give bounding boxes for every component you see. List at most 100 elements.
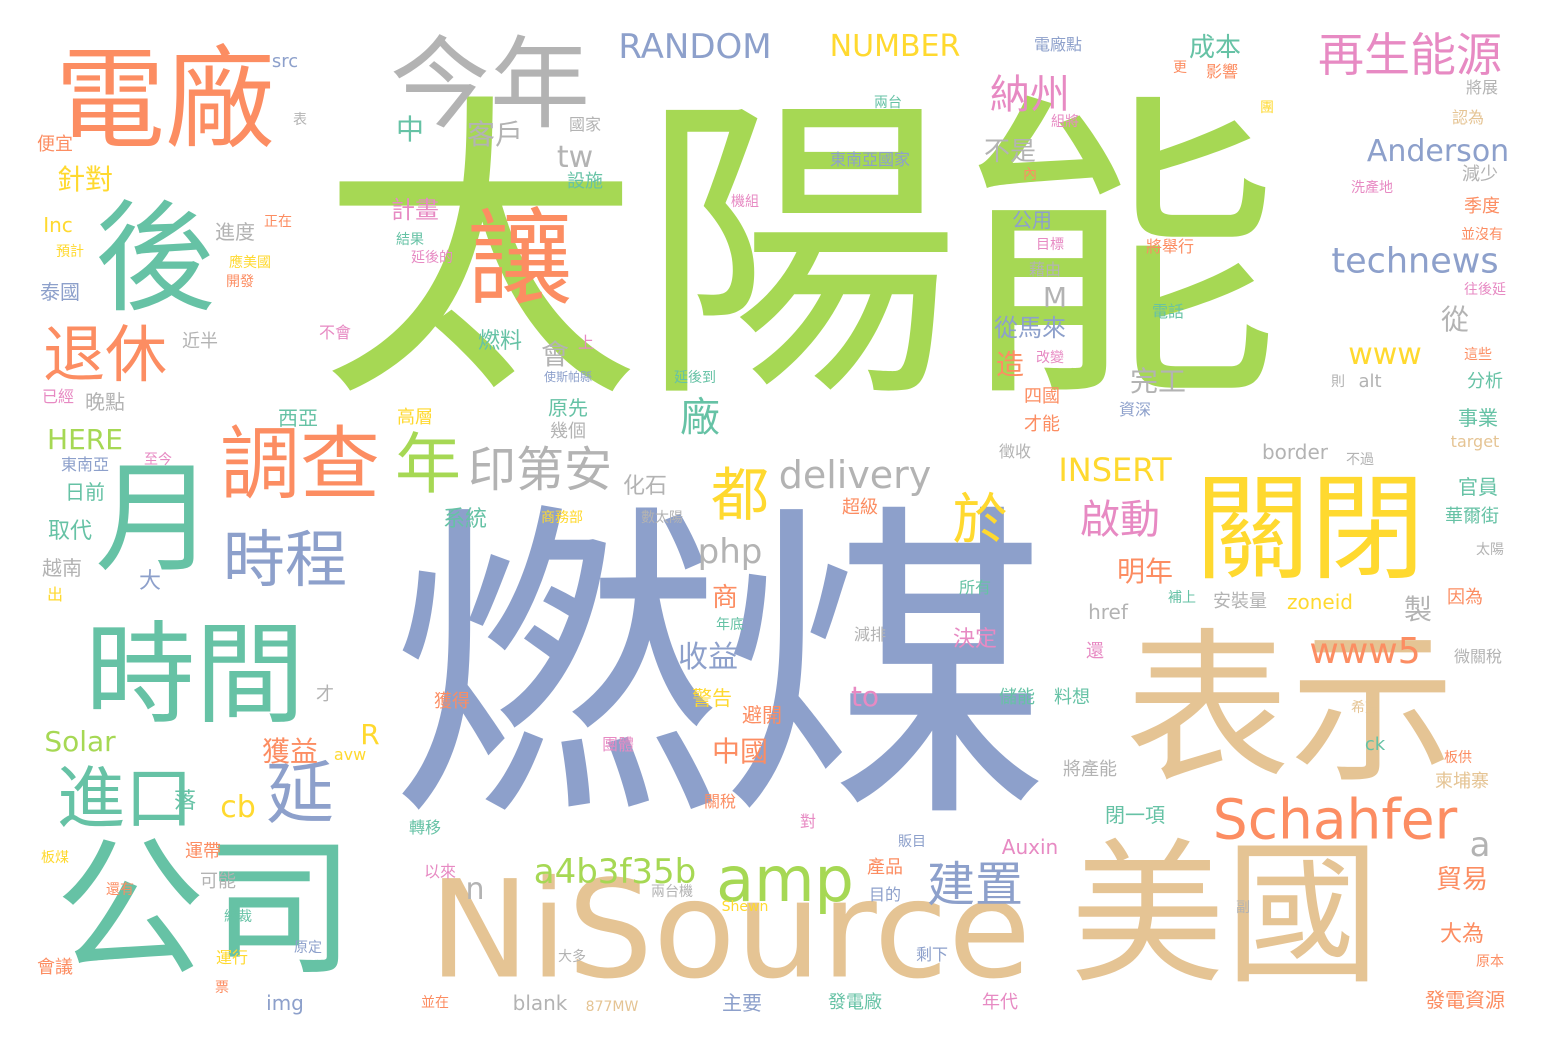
word: 年 (395, 426, 461, 503)
word: 板供 (1444, 750, 1472, 766)
word: 系統 (442, 507, 488, 532)
word: 儲能 (999, 687, 1035, 708)
word: blank (512, 991, 568, 1015)
word: 洗產地 (1351, 180, 1393, 196)
word: 所有 (958, 578, 992, 597)
word: 後 (95, 190, 215, 329)
word: 產品 (867, 857, 903, 878)
word: 資深 (1118, 400, 1152, 419)
word: Auxin (1001, 835, 1059, 859)
word: 才能 (1024, 414, 1060, 435)
word: 關稅 (703, 792, 737, 811)
word: 華爾街 (1445, 506, 1499, 527)
word: 大 (138, 569, 162, 594)
word: 主要 (722, 991, 762, 1015)
word: 票 (215, 980, 229, 996)
word: www (1348, 337, 1422, 372)
word: 晚點 (85, 390, 125, 414)
word: n (465, 872, 485, 907)
word: 季度 (1464, 196, 1500, 217)
word: 原先 (548, 396, 588, 420)
word: 已經 (41, 387, 75, 406)
word: 則 (1331, 374, 1345, 390)
word: 電廠點 (1033, 35, 1083, 54)
word: HERE (47, 423, 123, 456)
word: 原定 (294, 940, 322, 956)
word: 不是 (983, 137, 1037, 167)
word: 警告 (692, 686, 732, 710)
word: 還有 (106, 882, 134, 898)
word: R (360, 718, 380, 751)
word: 設施 (567, 171, 603, 192)
word: cb (220, 790, 256, 825)
word: avw (333, 745, 367, 764)
word: 至今 (144, 452, 172, 468)
word: 決定 (952, 627, 998, 652)
word: 中國 (711, 735, 769, 768)
word: 發電廠 (828, 992, 882, 1013)
word: 結果 (396, 232, 424, 248)
word: 並在 (421, 995, 449, 1011)
word: 使斯帕縣 (543, 370, 593, 384)
word: 兩台機 (651, 884, 693, 900)
word: 目的 (868, 885, 902, 904)
word: 電廠 (55, 36, 275, 164)
word: 不會 (318, 323, 352, 342)
word: 於 (952, 487, 1008, 552)
word: 團體 (601, 735, 635, 754)
word: 往後延 (1464, 282, 1506, 298)
word: NiSource (428, 851, 1032, 1009)
word: 日前 (65, 480, 105, 504)
word: 客戶 (466, 118, 524, 151)
word: 貿易 (1435, 865, 1489, 895)
word: M (1042, 281, 1068, 314)
word: 年代 (982, 992, 1018, 1013)
word: 時間 (85, 611, 305, 739)
word: 團 (1260, 100, 1274, 116)
word: href (1088, 600, 1128, 624)
word: 板煤 (41, 850, 69, 866)
word: 泰國 (40, 280, 80, 304)
word: 明年 (1116, 555, 1174, 588)
word: 超級 (842, 497, 878, 518)
word: 獲得 (434, 691, 470, 712)
word: www5 (1309, 631, 1421, 672)
word: 微關稅 (1453, 647, 1503, 666)
word: 建置 (926, 857, 1024, 913)
word: php (697, 532, 763, 572)
word: Schahfer (1212, 787, 1458, 852)
word: 閉一項 (1105, 803, 1165, 827)
word: NUMBER (829, 29, 961, 64)
word: 美國 (1070, 824, 1380, 1006)
word: target (1450, 432, 1500, 451)
word: technews (1331, 241, 1499, 282)
word: 原本 (1476, 954, 1504, 970)
word: 安裝量 (1213, 591, 1267, 612)
word: 不過 (1346, 452, 1374, 468)
word: 應美國 (229, 255, 271, 271)
word: 越南 (42, 556, 82, 580)
word: 燃煤 (390, 478, 1050, 862)
word: 運帶 (185, 841, 221, 862)
word: 四國 (1024, 386, 1060, 407)
word: 西亞 (278, 406, 318, 430)
word: 表示 (1125, 613, 1455, 806)
word: 便宜 (37, 134, 73, 155)
word: 讓 (467, 198, 573, 321)
word: 落 (173, 789, 197, 814)
word: 商務部 (541, 510, 583, 526)
word: 公用 (1012, 208, 1052, 232)
word: 完工 (1129, 365, 1187, 398)
word: 徵收 (998, 442, 1032, 461)
word: 柬埔寨 (1435, 771, 1489, 792)
word: 開發 (226, 274, 254, 290)
word: ck (1364, 734, 1386, 755)
word: 延 (265, 755, 335, 834)
word: 從 (1440, 303, 1470, 336)
word: 改變 (1036, 350, 1064, 366)
word: 關閉 (1194, 462, 1426, 597)
word: INSERT (1058, 451, 1172, 489)
word: 中 (395, 113, 425, 146)
word: 東南亞 (60, 455, 110, 474)
